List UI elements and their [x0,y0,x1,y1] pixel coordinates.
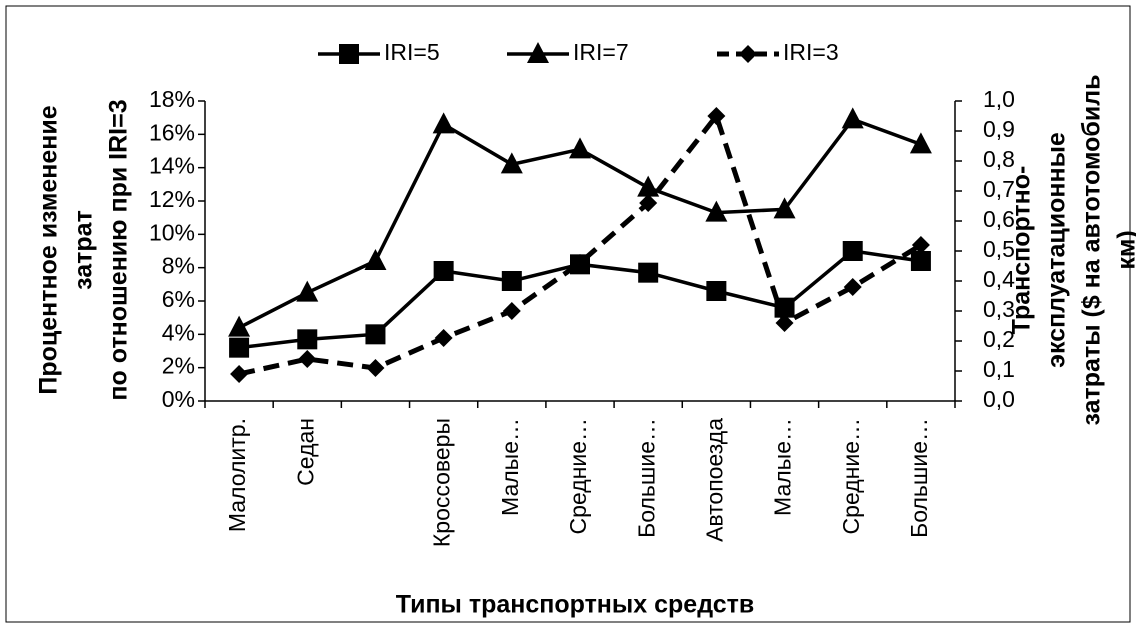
marker [569,137,591,159]
y2-axis-label: км) [1113,230,1136,269]
marker [739,45,757,63]
marker [705,200,728,222]
marker [366,359,385,377]
x-tick-label: Средние… [565,418,591,534]
x-tick-label: Малые… [497,418,523,516]
x-tick-label: Средние… [838,418,864,534]
y2-tick-label: 0,3 [983,296,1015,322]
y-tick-label: 6% [162,286,195,312]
x-axis-label: Типы транспортных средств [396,591,755,619]
marker [842,241,863,261]
marker [706,281,727,301]
series-line [238,110,923,377]
y-tick-label: 16% [149,119,195,145]
marker [434,329,453,347]
y2-tick-label: 0,1 [983,356,1015,382]
y-axis-label: Процентное изменение [35,105,63,394]
x-tick-label: Малолитр. [224,418,250,532]
marker [707,107,726,125]
x-tick-label: Большие… [633,418,659,538]
y2-tick-label: 1,0 [983,86,1015,112]
y2-tick-label: 0,2 [983,326,1015,352]
marker [638,262,659,283]
marker [571,254,589,272]
y2-tick-label: 0,0 [983,386,1015,412]
marker [502,302,521,320]
x-tick-label: Автопоезда [701,418,727,542]
marker [339,44,359,64]
y-tick-label: 10% [149,219,195,245]
marker [841,107,864,129]
x-tick-label: Седан [292,418,318,486]
y2-tick-label: 0,9 [983,116,1015,142]
y-tick-label: 4% [162,319,195,345]
y2-axis-label: эксплуатационные [1043,132,1071,368]
marker [298,350,317,368]
marker [910,251,931,271]
x-tick-label: Большие… [906,418,932,538]
y2-tick-label: 0,8 [983,146,1015,172]
x-tick-label: Малые… [770,418,796,516]
y-tick-label: 8% [162,253,195,279]
y-tick-label: 14% [149,153,195,179]
marker [909,132,932,154]
y2-tick-label: 0,5 [983,236,1015,262]
y-axis-label: по отношению при IRI=3 [105,99,133,400]
marker [501,271,522,291]
marker [773,197,796,219]
legend-item: IRI=7 [507,39,629,65]
y2-tick-label: 0,6 [983,206,1015,232]
marker [297,329,318,350]
marker [365,324,386,345]
y-tick-label: 18% [149,86,195,112]
marker [432,112,455,134]
y2-tick-label: 0,4 [983,266,1015,292]
marker [775,314,794,332]
legend-item: IRI=5 [318,39,440,65]
marker [500,152,523,174]
marker [229,337,250,358]
y-tick-label: 12% [149,186,195,212]
frame [5,5,1131,623]
marker [639,194,658,212]
legend-label: IRI=5 [384,39,440,65]
legend-label: IRI=7 [573,39,629,65]
marker [527,42,549,63]
y-axis-label: затрат [70,210,98,290]
legend-item: IRI=3 [717,39,839,65]
x-tick-label: Кроссоверы [429,418,455,547]
y2-tick-label: 0,7 [983,176,1015,202]
y2-axis-label: Транспортно- [1008,166,1036,335]
marker [433,261,454,281]
marker [843,278,862,296]
marker [364,249,387,270]
marker [230,365,249,383]
marker [228,315,251,337]
marker [637,175,660,197]
y-tick-label: 2% [162,353,195,379]
y2-axis-label: затраты ($ на автотомобиль [1078,75,1106,426]
legend-label: IRI=3 [783,39,839,65]
marker [911,236,930,254]
y-tick-label: 0% [162,386,195,412]
marker [296,280,319,302]
